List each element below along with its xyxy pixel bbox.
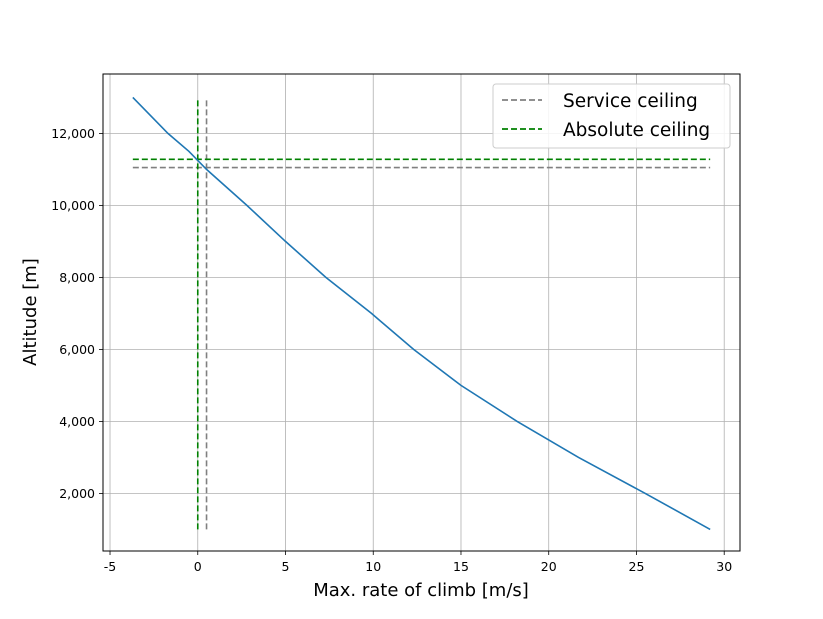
y-tick-label: 12,000 bbox=[51, 126, 95, 141]
x-axis: -5 0 5 10 15 20 25 30 bbox=[104, 551, 732, 574]
y-axis: 2,000 4,000 6,000 8,000 10,000 12,000 bbox=[51, 126, 103, 501]
y-tick-label: 10,000 bbox=[51, 198, 95, 213]
legend: Service ceiling Absolute ceiling bbox=[492, 83, 731, 149]
legend-box bbox=[492, 83, 731, 149]
x-tick-label: 20 bbox=[541, 559, 557, 574]
y-tick-label: 4,000 bbox=[59, 414, 95, 429]
y-tick-label: 8,000 bbox=[59, 270, 95, 285]
legend-label-absolute-ceiling: Absolute ceiling bbox=[563, 120, 710, 141]
grid bbox=[103, 74, 740, 551]
series-layer bbox=[132, 96, 711, 531]
y-tick-label: 2,000 bbox=[59, 486, 95, 501]
x-tick-label: 10 bbox=[365, 559, 381, 574]
x-tick-label: 0 bbox=[194, 559, 202, 574]
legend-label-service-ceiling: Service ceiling bbox=[563, 91, 698, 112]
x-axis-title: Max. rate of climb [m/s] bbox=[313, 580, 529, 601]
y-tick-label: 6,000 bbox=[59, 342, 95, 357]
x-tick-label: -5 bbox=[104, 559, 116, 574]
x-tick-label: 30 bbox=[716, 559, 732, 574]
x-tick-label: 15 bbox=[453, 559, 469, 574]
plot-area bbox=[103, 74, 740, 551]
x-tick-label: 5 bbox=[282, 559, 290, 574]
plot-frame bbox=[102, 73, 741, 552]
y-axis-title: Altitude [m] bbox=[20, 258, 41, 366]
x-tick-label: 25 bbox=[629, 559, 645, 574]
climb-rate-line bbox=[132, 96, 711, 531]
